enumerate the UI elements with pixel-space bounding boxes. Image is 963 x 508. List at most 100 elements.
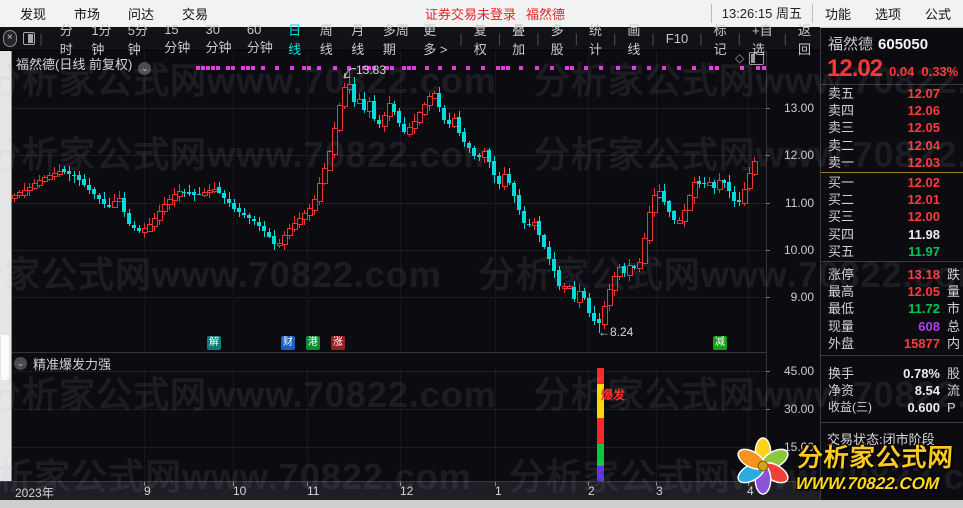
signal-mark [216, 66, 220, 70]
quote-row-label: 卖二 [828, 137, 855, 153]
period-tabs: 分时 1分钟 5分钟 15分钟 30分钟 60分钟 日线 周线 月线 多周期 更多 > [53, 20, 456, 58]
chevron-down-icon[interactable]: ⌄ [138, 62, 152, 75]
action-button-画线[interactable]: 画线 [627, 22, 641, 57]
chevron-down-icon[interactable]: ⌄ [14, 357, 27, 370]
period-tab-30分钟[interactable]: 30分钟 [205, 21, 232, 55]
candle [107, 204, 111, 207]
menu-item-发现[interactable]: 发现 [20, 7, 47, 22]
menu-item-交易[interactable]: 交易 [182, 7, 209, 22]
quote-row-label: 买二 [828, 192, 855, 208]
split-window-icon[interactable] [749, 51, 765, 65]
action-button-F10[interactable]: F10 [665, 31, 689, 46]
pane-divider[interactable] [11, 352, 766, 353]
candle [12, 195, 18, 199]
candle [127, 212, 131, 225]
candle [362, 98, 366, 111]
signal-mark [501, 66, 505, 70]
menu-item-问达[interactable]: 问达 [128, 7, 155, 22]
quote-row-ext: 市 [947, 301, 961, 317]
candle [187, 192, 191, 194]
signal-mark [302, 66, 306, 70]
action-button-统计[interactable]: 统计 [588, 22, 602, 57]
signal-mark [616, 66, 620, 70]
signal-mark [662, 66, 666, 70]
splitter-thumb[interactable] [1, 335, 9, 380]
quote-row-value: 13.18 [907, 267, 940, 282]
indicator-bar-segment [597, 368, 604, 384]
menu-right-group: 功能 选项 公式 [813, 4, 963, 23]
period-tab-多周期[interactable]: 多周期 [382, 22, 409, 57]
signal-mark [550, 66, 554, 70]
quote-row: 卖四 12.06 [821, 102, 963, 119]
candle [507, 173, 511, 183]
quote-row-value: 0.78% [903, 366, 940, 381]
candle [717, 180, 723, 190]
quote-row-label: 卖五 [828, 86, 855, 101]
diamond-icon[interactable]: ◇ [735, 51, 745, 65]
menu-item-公式[interactable]: 公式 [924, 7, 951, 22]
signal-mark [317, 66, 321, 70]
candle [727, 181, 731, 191]
action-button-返回[interactable]: 返回 [797, 22, 811, 57]
signal-mark [333, 66, 337, 70]
candle-wick [739, 192, 740, 206]
signal-mark [709, 66, 713, 70]
period-tab-15分钟[interactable]: 15分钟 [164, 21, 191, 55]
close-icon[interactable]: × [3, 30, 17, 47]
menu-item-市场[interactable]: 市场 [74, 7, 101, 22]
layout-icon[interactable] [22, 32, 36, 45]
period-tab-周线[interactable]: 周线 [319, 22, 333, 57]
action-button-标记[interactable]: 标记 [713, 22, 727, 57]
candle [612, 275, 618, 292]
candle [82, 179, 86, 185]
period-tab-60分钟[interactable]: 60分钟 [246, 21, 273, 55]
candle [297, 217, 303, 226]
menu-item-选项[interactable]: 选项 [874, 7, 901, 22]
badge-港[interactable]: 港 [306, 336, 320, 350]
signal-mark [201, 66, 205, 70]
action-button-复权[interactable]: 复权 [473, 22, 487, 57]
period-tab-月线[interactable]: 月线 [351, 22, 365, 57]
badge-减[interactable]: 减 [713, 336, 727, 350]
badge-涨[interactable]: 涨 [331, 336, 345, 350]
quote-row-label: 最低 [828, 301, 855, 317]
candle [282, 234, 288, 245]
candlestick-plot[interactable]: 解 财港涨 减 [11, 50, 766, 352]
candle-wick [349, 68, 350, 95]
quote-row: 最低 11.72 市 [821, 300, 963, 317]
signal-mark [647, 66, 651, 70]
candle [597, 319, 601, 323]
indicator-bar-segment [597, 417, 604, 444]
period-tab-1分钟[interactable]: 1分钟 [91, 22, 112, 57]
candle [257, 221, 261, 226]
quote-row-label: 买三 [828, 209, 855, 225]
quote-row: 卖一 12.03 [821, 154, 963, 171]
y-axis-tick [766, 202, 770, 204]
period-tab-5分钟[interactable]: 5分钟 [127, 22, 148, 57]
signal-mark [535, 66, 539, 70]
y-axis-label: 11.00 [784, 195, 814, 210]
menu-item-功能[interactable]: 功能 [824, 7, 851, 22]
period-tab-分时[interactable]: 分时 [59, 22, 73, 57]
login-alert-stock: 福然德 [526, 7, 566, 22]
quote-row-value: 12.04 [907, 137, 940, 153]
quote-row-value: 12.05 [907, 120, 940, 136]
chart-title-text: 福然德(日线 前复权) [16, 57, 133, 72]
candle-wick [109, 197, 110, 208]
badge-财[interactable]: 财 [281, 336, 295, 350]
badge-解[interactable]: 解 [207, 336, 221, 350]
candle [122, 197, 126, 213]
action-button-+自选[interactable]: +自选 [752, 22, 773, 57]
action-button-叠加[interactable]: 叠加 [512, 22, 526, 57]
candle-wick [194, 189, 195, 202]
month-gridline [656, 368, 657, 481]
indicator-plot[interactable] [11, 368, 766, 481]
left-splitter[interactable] [0, 50, 12, 500]
period-tab-日线[interactable]: 日线 [288, 22, 302, 57]
month-gridline [233, 368, 234, 481]
stats-section-1: 涨停 13.18 跌最高 12.05 量最低 11.72 市现量 608 总外盘 15877 内 [821, 266, 963, 352]
quote-row-label: 换手 [828, 366, 855, 381]
period-tab-更多 >[interactable]: 更多 > [423, 22, 448, 57]
indicator-gridline [11, 446, 766, 448]
action-button-多股[interactable]: 多股 [550, 22, 564, 57]
